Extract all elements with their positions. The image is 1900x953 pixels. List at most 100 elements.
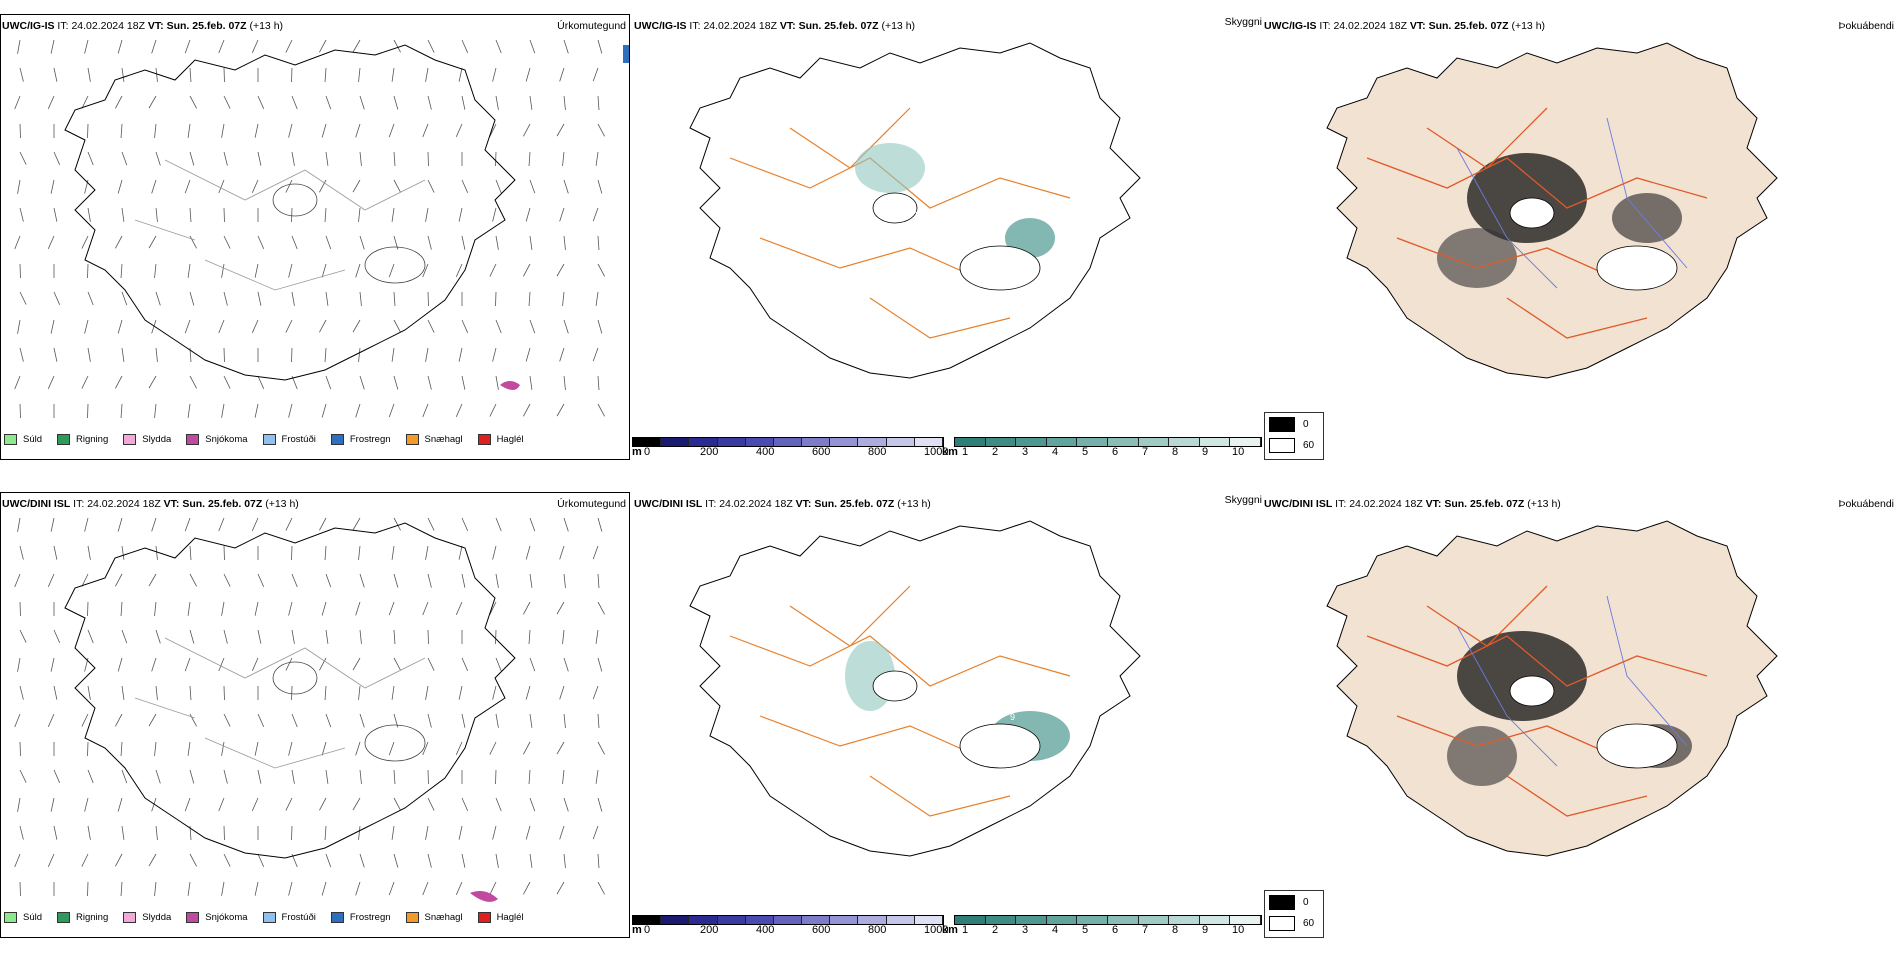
elevation-tick: 400 [756, 924, 774, 936]
wind-barb [529, 630, 530, 644]
visibility-tick: 10 [1232, 924, 1244, 936]
wind-barb [564, 714, 565, 728]
wind-barb [394, 854, 398, 867]
wind-barb [459, 546, 462, 560]
wind-barb [462, 376, 465, 390]
wind-barb [121, 124, 122, 138]
visibility-value-label: 2? [964, 210, 974, 220]
wind-barb [51, 798, 54, 812]
wind-barb [426, 68, 428, 82]
wind-barb [326, 152, 328, 166]
wind-barb [156, 68, 157, 82]
wind-barb [598, 264, 605, 276]
wind-barb [190, 292, 194, 305]
precip-legend-item: Rigning [57, 912, 108, 923]
wind-barb [156, 630, 160, 643]
wind-barb [155, 404, 156, 418]
wind-barb [459, 348, 462, 362]
wind-barb [493, 546, 496, 560]
wind-barb [48, 376, 54, 389]
wind-barb [325, 208, 326, 222]
wind-barb [356, 602, 360, 615]
wind-barb [48, 96, 54, 109]
wind-barb [598, 714, 599, 728]
legend-label: Slydda [142, 434, 171, 445]
wind-barb [222, 404, 224, 418]
visibility-tick: 3 [1022, 924, 1028, 936]
wind-barb [564, 518, 568, 531]
wind-barb [564, 854, 565, 868]
wind-barb [188, 124, 190, 138]
elevation-color-bar [632, 437, 944, 447]
wind-barb [18, 180, 20, 194]
wind-barb [560, 208, 564, 221]
wind-barb [121, 602, 122, 616]
wind-barb [493, 686, 496, 700]
wind-barb [564, 658, 568, 671]
wind-barb [593, 826, 598, 839]
wind-barb [190, 854, 197, 866]
legend-label: Haglél [497, 912, 524, 923]
wind-barb [258, 152, 261, 166]
elevation-tick: 200 [700, 446, 718, 458]
wind-barb [394, 180, 401, 192]
wind-barb [394, 658, 401, 670]
wind-barbs [15, 518, 605, 896]
wind-barb [493, 826, 496, 840]
wind-barb [292, 96, 297, 109]
panel-label-fog: Þokuábendi [1839, 498, 1894, 510]
wind-barb [394, 40, 401, 52]
wind-barb [496, 320, 501, 333]
wind-barb [85, 320, 88, 334]
wind-barb [394, 574, 398, 587]
wind-barb [20, 826, 23, 840]
wind-barb [15, 854, 20, 867]
panel-label-precip: Úrkomutegund [557, 20, 626, 32]
wind-barb [156, 208, 157, 222]
wind-barb [286, 658, 292, 671]
wind-barb [54, 68, 57, 82]
forecast-row-ig-is: UWC/IG-IS IT: 24.02.2024 18Z VT: Sun. 25… [0, 0, 1900, 475]
wind-barb [292, 574, 297, 587]
wind-barb [496, 574, 498, 588]
wind-barb [394, 798, 401, 810]
wind-barb [564, 320, 568, 333]
wind-barb [462, 236, 465, 250]
wind-barb [462, 854, 465, 868]
visibility-tick: 8 [1172, 446, 1178, 458]
legend-swatch [478, 912, 491, 923]
wind-barb [286, 798, 292, 811]
wind-barb [389, 742, 394, 755]
wind-barb [88, 208, 90, 222]
wind-barb [428, 40, 434, 53]
wind-barb [325, 68, 326, 82]
wind-barb [122, 770, 127, 783]
wind-barb [118, 320, 122, 333]
legend-label: Rigning [76, 912, 108, 923]
wind-barb [188, 404, 190, 418]
wind-barb [326, 770, 328, 784]
wind-barb [51, 658, 54, 672]
wind-barb [563, 152, 564, 166]
wind-barb [353, 658, 360, 670]
wind-barb [459, 686, 462, 700]
wind-barb [54, 826, 57, 840]
wind-barb [523, 124, 530, 136]
fog-area [1447, 726, 1517, 786]
wind-barb [360, 376, 364, 389]
precip-legend-item: Rigning [57, 434, 108, 445]
wind-barb [115, 96, 122, 108]
wind-barb [289, 404, 292, 418]
panel-title: UWC/DINI ISL IT: 24.02.2024 18Z VT: Sun.… [2, 498, 299, 510]
wind-barb [20, 152, 26, 165]
wind-barb [190, 96, 197, 108]
visibility-tick: 9 [1202, 924, 1208, 936]
wind-barb [292, 630, 294, 644]
precip-legend-item: Súld [4, 912, 42, 923]
wind-barb [188, 602, 190, 616]
wind-barb [428, 518, 434, 531]
wind-barb [149, 236, 156, 248]
wind-barb [564, 96, 565, 110]
wind-barb [115, 714, 122, 726]
wind-barb [428, 96, 431, 110]
